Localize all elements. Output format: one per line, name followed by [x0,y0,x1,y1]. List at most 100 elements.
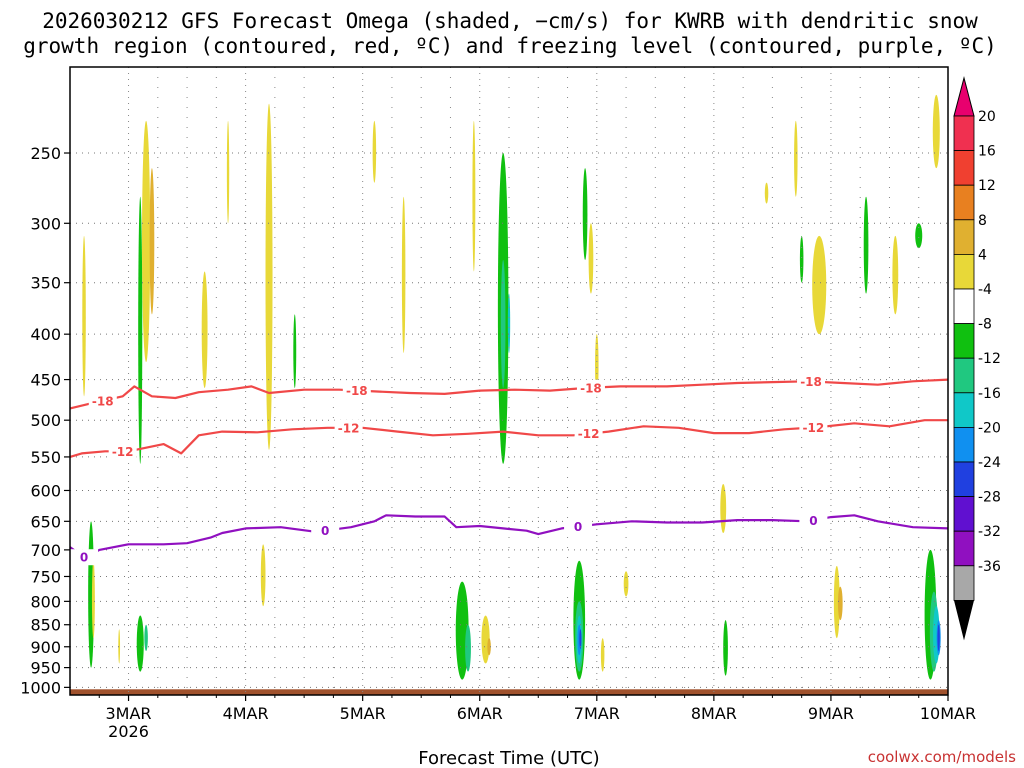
y-tick-label: 900 [30,638,61,657]
contour-0 [69,514,949,560]
colorbar-label: 4 [978,247,987,263]
omega-shade-21 [892,235,899,315]
omega-shade-39 [579,629,582,649]
omega-shade-41 [623,571,629,597]
contour-label--18: -18 [800,375,822,389]
omega-shade-1 [149,168,155,315]
contour-label-bg [797,373,826,390]
contour-label-0: 0 [80,551,88,565]
colorbar-label: -12 [978,351,1001,367]
contour-label--12: -12 [338,421,360,435]
y-tick-label: 950 [30,659,61,678]
contour-layer: -18 -18 -18 -18 -12 -12 -12 -12 0 0 0 0 [69,373,949,566]
y-tick-label: 700 [30,541,61,560]
omega-shade-50 [937,624,940,652]
colorbar-label: -8 [978,317,992,333]
grid-layer [70,67,948,695]
omega-shade-0 [141,120,151,363]
contour-label-bg [799,512,828,529]
colorbar-label: -4 [978,282,992,298]
omega-shade-13 [472,120,476,272]
contour-label-bg [88,392,117,409]
omega-shade-23 [932,94,940,169]
omega-shade-9 [401,196,406,353]
omega-shade-17 [794,120,798,197]
x-tick-label: 4MAR [223,704,269,723]
omega-shade-44 [833,566,840,639]
chart-title-line-2: growth region (contoured, red, ºC) and f… [23,34,997,58]
colorbar-label: -24 [978,455,1001,471]
contour-label--12: -12 [803,421,825,435]
omega-shade-6 [293,314,297,389]
contour-label-bg [799,419,828,436]
contour-label-bg [70,549,99,566]
omega-shade-19 [799,235,804,283]
watermark: coolwx.com/models [868,748,1016,766]
colorbar-swatch-3 [953,219,975,255]
colorbar-swatch-2 [953,184,975,221]
omega-shade-2 [138,196,143,464]
contour-label--12: -12 [578,427,600,441]
colorbar-swatch-11 [953,496,975,532]
y-tick-label: 500 [30,411,61,430]
omega-shade-11 [500,260,506,389]
y-tick-label: 550 [30,448,61,467]
x-tick-label: 3MAR [106,704,152,723]
omega-shade-12 [507,293,511,353]
omega-shade-45 [837,586,843,621]
y-tick-label: 300 [30,214,61,233]
y-axis: 250 300 350 400 450 500 550 600 650 700 750 800 850 9… [20,144,70,697]
y-tick-label: 350 [30,274,61,293]
omega-shade-14 [582,168,588,261]
contour-label-0: 0 [321,524,329,538]
contour-label-bg [576,379,605,396]
y-tick-label: 850 [30,616,61,635]
y-tick-label: 650 [30,512,61,531]
omega-shade-4 [201,271,208,389]
chart-title-line-1: 2026030212 GFS Forecast Omega (shaded, −… [42,9,978,33]
colorbar-top-arrow [953,76,975,117]
omega-shade-42 [720,483,727,534]
y-tick-label: 800 [30,592,61,611]
colorbar-label: -16 [978,386,1001,402]
omega-shade-29 [118,629,121,664]
omega-shade-20 [863,196,869,294]
colorbar-swatch-4 [953,253,975,290]
omega-shade-30 [260,544,266,607]
colorbar-label: -32 [978,524,1001,540]
colorbar-label: 20 [978,109,996,125]
colorbar-swatch-6 [953,323,975,359]
omega-shade-28 [144,624,148,652]
y-tick-label: 450 [30,371,61,390]
omega-shade-34 [487,638,491,656]
omega-shade-15 [588,223,594,294]
contour-label-bg [574,425,603,442]
omega-shade-27 [136,615,144,672]
omega-shade-8 [372,120,377,183]
omega-shade-43 [723,620,728,676]
x-tick-label: 6MAR [457,704,503,723]
omega-shade-24 [764,182,769,204]
x-tick-label: 5MAR [340,704,386,723]
contour-label-bg [311,522,340,539]
omega-shade-3 [82,235,86,397]
colorbar-label: 12 [978,178,996,194]
x-tick-label: 9MAR [808,704,854,723]
y-tick-label: 600 [30,481,61,500]
y-tick-label: 1000 [20,678,61,697]
colorbar-label: -20 [978,420,1001,436]
omega-shade-22 [915,223,923,249]
omega-shade-7 [226,120,230,224]
contour-label-0: 0 [809,514,817,528]
x-tick-label: 10MAR [920,704,976,723]
y-tick-label: 750 [30,567,61,586]
omega-shade-32 [465,624,471,672]
contour-label--12: -12 [112,445,134,459]
colorbar-swatch-7 [953,357,975,394]
contour-label--18: -18 [346,384,368,398]
terrain-layer [70,689,948,695]
terrain-band [70,689,948,695]
omega-shade-5 [265,103,273,450]
contour-label-bg [342,382,371,399]
